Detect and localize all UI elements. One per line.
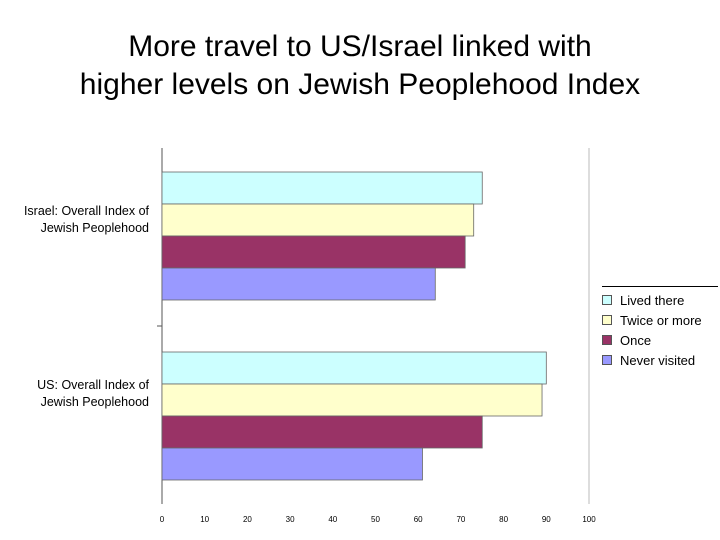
category-label-israel: Israel: Overall Index of Jewish Peopleho…	[23, 204, 149, 235]
legend-swatch-never-visited	[602, 355, 612, 365]
bar-us-once	[161, 415, 483, 449]
bar-us-twice-or-more	[161, 383, 543, 417]
x-tick-label: 70	[456, 515, 465, 524]
x-tick-label: 80	[499, 515, 508, 524]
category-label-us: US: Overall Index of Jewish Peoplehood	[37, 378, 149, 409]
slide-title-line-2: higher levels on Jewish Peoplehood Index	[79, 68, 641, 101]
x-tick-label: 30	[286, 515, 295, 524]
x-tick-label: 100	[582, 515, 596, 524]
bar-israel-once	[161, 235, 466, 269]
legend-item-twice-or-more: Twice or more	[602, 310, 718, 330]
legend-item-never-visited: Never visited	[602, 350, 718, 370]
bar-israel-twice-or-more	[161, 203, 475, 237]
slide-title-line-1: More travel to US/Israel linked with	[128, 30, 592, 63]
x-tick-label: 90	[542, 515, 551, 524]
x-tick-label: 10	[200, 515, 209, 524]
legend-swatch-once	[602, 335, 612, 345]
legend-label-lived-there: Lived there	[620, 292, 685, 308]
chart-legend: Lived there Twice or more Once Never vis…	[602, 286, 718, 370]
x-tick-label: 40	[328, 515, 337, 524]
legend-item-once: Once	[602, 330, 718, 350]
x-tick-label: 50	[371, 515, 380, 524]
legend-swatch-lived-there	[602, 295, 612, 305]
bar-us-never-visited	[161, 447, 423, 481]
legend-label-twice-or-more: Twice or more	[620, 312, 702, 328]
x-tick-label: 0	[160, 515, 165, 524]
bar-us-lived-there	[161, 351, 547, 385]
legend-swatch-twice-or-more	[602, 315, 612, 325]
x-tick-label: 20	[243, 515, 252, 524]
legend-item-lived-there: Lived there	[602, 290, 718, 310]
legend-label-never-visited: Never visited	[620, 352, 696, 368]
bar-israel-lived-there	[161, 171, 483, 205]
legend-label-once: Once	[620, 332, 652, 348]
slide-title: More travel to US/Israel linked with hig…	[0, 28, 720, 104]
x-tick-label: 60	[414, 515, 423, 524]
bar-israel-never-visited	[161, 267, 436, 301]
